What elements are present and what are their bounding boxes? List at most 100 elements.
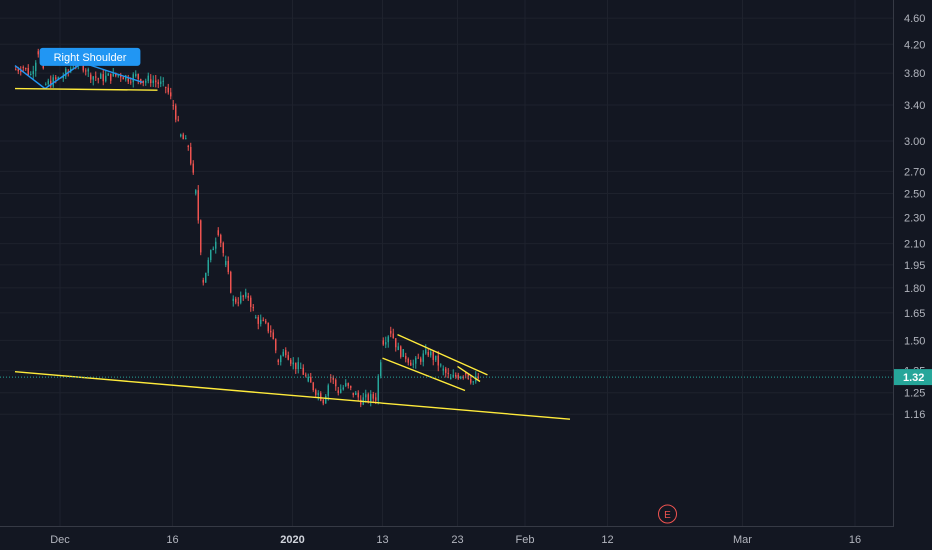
events[interactable]: E [658,504,677,524]
candle-body [302,367,304,375]
earnings-event-marker[interactable] [658,504,677,524]
candle-body [142,80,144,83]
candle-body [90,74,92,80]
candle-body [157,82,159,84]
candle-body [230,271,232,293]
candle-body [345,383,347,386]
candle-body [32,71,34,74]
candle-body [450,377,452,380]
trendlines[interactable] [14,61,571,420]
trendline[interactable] [14,371,571,420]
candle-body [272,332,274,340]
candle-body [222,242,224,253]
candle-body [372,394,374,399]
candle-body [420,358,422,362]
x-tick-label: Mar [733,534,752,546]
y-tick-label: 1.16 [904,409,925,421]
candle-body [437,355,439,366]
candle-body [207,260,209,273]
candle-body [200,220,202,253]
candle-body [255,317,257,319]
candle-body [387,336,389,343]
candle-body [185,138,187,140]
candle-body [400,346,402,357]
candle-body [435,355,437,361]
candle-body [390,330,392,334]
y-tick-label: 1.65 [904,308,925,320]
trendline[interactable] [14,87,158,91]
candle-body [297,362,299,370]
candle-body [312,382,314,390]
candle-body [165,87,167,89]
y-tick-label: 1.50 [904,335,925,347]
y-tick-label: 2.50 [904,188,925,200]
candle-body [160,81,162,84]
candle-body [315,389,317,395]
candle-body [30,73,32,75]
trendline[interactable] [382,357,466,392]
candle-body [100,74,102,79]
annotations[interactable]: Right Shoulder [39,47,141,66]
candle-body [347,383,349,386]
candle-body [212,248,214,251]
candle-body [442,368,444,371]
x-tick-label: 23 [451,534,463,546]
candle-body [152,80,154,84]
candle-body [22,67,24,69]
candle-body [145,80,147,83]
candle-body [470,378,472,383]
candle-body [447,372,449,374]
candle-body [270,330,272,333]
candle-body [380,362,382,377]
candle-body [50,80,52,87]
candle-body [275,339,277,351]
grid-lines [0,0,894,526]
candle-body [205,272,207,283]
candle-body [295,362,297,370]
candle-body [445,368,447,373]
candle-body [175,105,177,120]
trendline[interactable] [397,333,488,376]
candle-body [300,367,302,369]
y-tick-label: 3.00 [904,136,925,148]
candle-body [117,75,119,77]
candle-body [320,393,322,401]
candle-body [105,75,107,82]
candle-body [122,77,124,80]
candle-body [422,353,424,362]
candle-body [392,333,394,339]
candle-body [257,317,259,324]
trendline[interactable] [14,61,143,90]
trendline[interactable] [457,365,481,383]
candle-body [107,73,109,76]
candle-body [135,73,137,77]
candle-body [280,356,282,363]
x-axis[interactable]: Dec 16 2020 13 23 Feb 12 Mar 16 [50,534,861,546]
candle-body [472,381,474,383]
candle-body [310,376,312,383]
candle-body [305,374,307,376]
candle-body [235,298,237,303]
candle-body [227,261,229,272]
candle-body [407,358,409,363]
candle-body [112,72,114,77]
candle-body [132,74,134,83]
annotation-label-box[interactable] [39,47,141,66]
candle-body [242,295,244,297]
candle-body [62,76,64,79]
y-tick-label: 4.20 [904,39,925,51]
candle-body [55,77,57,79]
candle-body [210,250,212,261]
candle-body [87,69,89,72]
candle-body [432,351,434,360]
candle-body [245,292,247,297]
y-tick-label: 3.40 [904,100,925,112]
candle-body [410,362,412,366]
candle-body [155,80,157,83]
candle-body [452,374,454,378]
candle-body [265,320,267,323]
candle-body [317,393,319,395]
last-price-text: 1.32 [903,372,924,384]
